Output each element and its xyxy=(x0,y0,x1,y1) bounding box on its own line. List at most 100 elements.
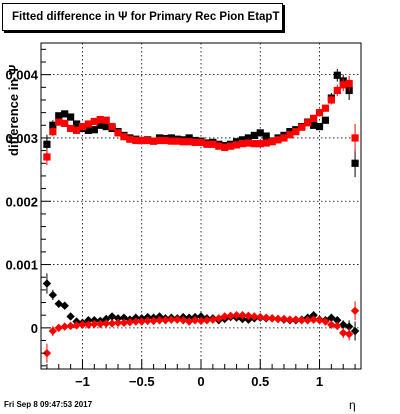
data-point-diamond xyxy=(48,326,58,336)
data-point-square xyxy=(49,128,57,136)
data-point-diamond xyxy=(42,348,52,358)
y-tick-label: 0.003 xyxy=(5,131,38,146)
data-point-diamond xyxy=(232,310,241,320)
data-point-square xyxy=(333,71,341,79)
data-point-diamond xyxy=(256,312,265,322)
data-point-square xyxy=(185,134,193,142)
x-tick-label: 1 xyxy=(316,374,323,389)
chart-title: Fitted difference in Ψ for Primary Rec P… xyxy=(12,11,280,23)
data-point-diamond xyxy=(66,312,75,321)
y-axis-label: difference in Ψ xyxy=(6,64,21,156)
data-point-square xyxy=(321,104,330,112)
data-point-diamond xyxy=(339,328,348,338)
data-point-square xyxy=(167,137,175,145)
data-point-diamond xyxy=(96,319,105,329)
data-point-square xyxy=(215,142,223,150)
data-point-diamond xyxy=(226,311,235,321)
data-point-square xyxy=(78,122,87,131)
data-point-square xyxy=(351,134,359,142)
data-point-diamond xyxy=(303,316,312,325)
x-tick-label: −0.5 xyxy=(129,374,155,389)
data-point-square xyxy=(67,124,75,133)
data-point-diamond xyxy=(350,306,360,315)
data-point-square xyxy=(339,81,347,89)
data-point-diamond xyxy=(291,315,301,324)
data-point-diamond xyxy=(285,315,295,324)
y-tick-label: 0.004 xyxy=(5,68,38,83)
data-point-diamond xyxy=(101,314,111,324)
data-point-diamond xyxy=(90,319,99,329)
data-point-square xyxy=(72,126,81,134)
data-point-diamond xyxy=(309,315,318,324)
data-point-diamond xyxy=(261,313,271,322)
data-point-square xyxy=(61,119,69,127)
data-point-square xyxy=(250,131,258,140)
data-point-square xyxy=(114,129,122,137)
data-point-square xyxy=(333,86,341,95)
data-point-diamond xyxy=(60,301,69,310)
data-point-diamond xyxy=(267,314,277,323)
data-point-square xyxy=(298,123,306,131)
y-axis-label-container: difference in Ψ xyxy=(4,56,24,156)
data-point-diamond xyxy=(273,314,283,324)
data-point-square xyxy=(197,138,205,146)
data-point-square xyxy=(274,136,282,144)
data-point-diamond xyxy=(143,316,152,326)
data-point-square xyxy=(67,113,75,121)
data-point-square xyxy=(149,137,158,145)
data-point-diamond xyxy=(333,316,342,325)
data-point-diamond xyxy=(84,320,93,329)
data-point-diamond xyxy=(72,321,81,330)
data-point-square xyxy=(173,137,181,145)
data-point-diamond xyxy=(48,290,58,300)
data-point-square xyxy=(232,141,241,149)
x-tick-label: −1 xyxy=(75,374,90,389)
data-point-square xyxy=(309,114,318,122)
data-point-diamond xyxy=(173,315,182,324)
data-point-diamond xyxy=(184,317,194,326)
data-point-square xyxy=(256,129,264,137)
data-point-square xyxy=(351,159,359,167)
data-point-square xyxy=(144,136,152,145)
data-point-square xyxy=(84,126,93,134)
data-point-square xyxy=(292,128,300,136)
data-point-square xyxy=(179,138,187,146)
data-point-diamond xyxy=(297,316,306,325)
timestamp-footer: Fri Sep 8 09:47:53 2017 xyxy=(4,400,93,409)
data-point-square xyxy=(96,121,104,129)
data-point-square xyxy=(61,110,69,118)
data-point-square xyxy=(268,138,276,146)
data-point-square xyxy=(286,131,294,139)
data-point-square xyxy=(90,117,98,126)
data-point-diamond xyxy=(309,310,318,320)
data-point-diamond xyxy=(54,323,63,333)
data-point-diamond xyxy=(60,322,69,331)
data-point-square xyxy=(262,139,270,147)
y-tick-label: 0.002 xyxy=(5,194,38,209)
x-axis-label: η xyxy=(349,398,356,412)
data-point-square xyxy=(49,121,57,129)
data-point-square xyxy=(55,118,63,126)
data-point-diamond xyxy=(155,316,164,325)
data-point-square xyxy=(43,140,51,148)
data-point-square xyxy=(155,136,164,145)
axes: −1 −0.5 0 0.5 1 0 0.001 0.002 0.003 0.004 xyxy=(5,48,356,389)
data-point-square xyxy=(345,79,353,88)
data-point-square xyxy=(244,134,253,142)
data-point-square xyxy=(108,122,116,131)
data-point-square xyxy=(250,140,258,148)
data-point-square xyxy=(72,120,81,128)
chart-title-box: Fitted difference in Ψ for Primary Rec P… xyxy=(2,3,283,31)
data-point-diamond xyxy=(333,321,342,331)
data-point-diamond xyxy=(344,329,354,339)
data-point-diamond xyxy=(220,312,229,321)
data-point-diamond xyxy=(125,317,135,327)
data-point-square xyxy=(244,139,253,147)
data-point-square xyxy=(132,136,140,145)
series-3 xyxy=(42,301,360,363)
data-point-diamond xyxy=(84,316,93,325)
data-point-diamond xyxy=(131,317,141,326)
data-point-diamond xyxy=(149,316,158,326)
data-point-diamond xyxy=(208,315,218,324)
